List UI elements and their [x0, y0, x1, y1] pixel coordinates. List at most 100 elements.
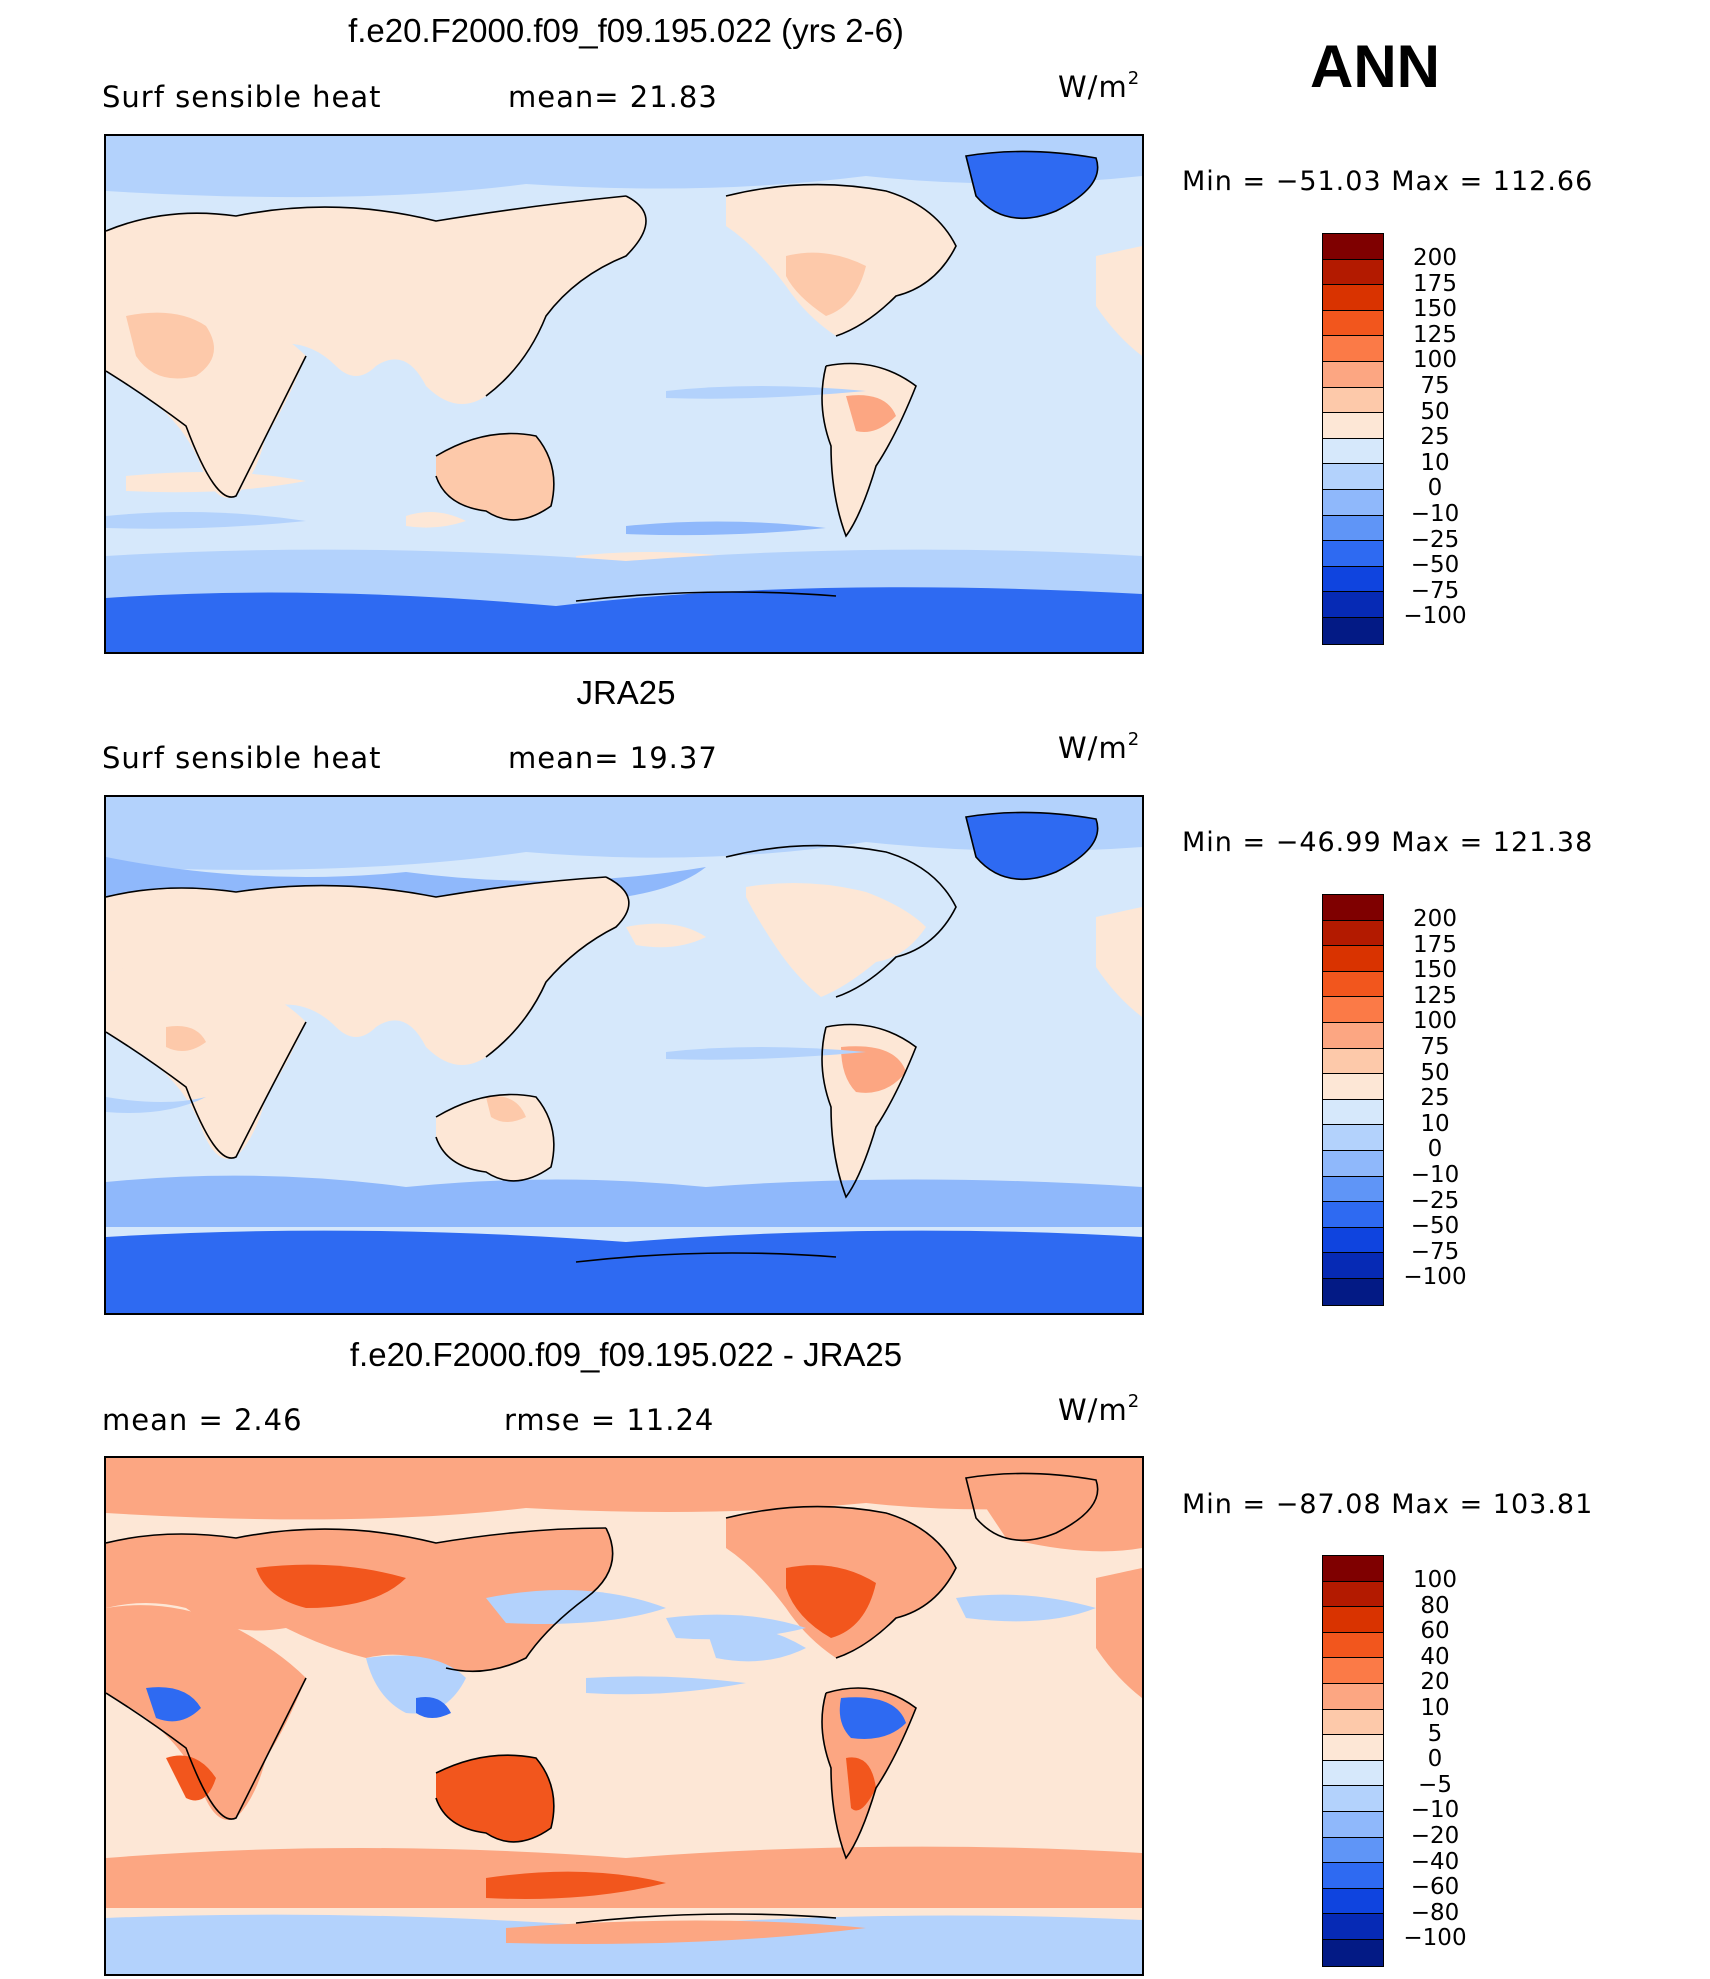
- colorbar-swatch: [1323, 541, 1383, 567]
- colorbar-tick: −80: [1410, 1899, 1460, 1926]
- colorbar-swatch: [1323, 387, 1383, 414]
- colorbar-swatch: [1323, 1125, 1383, 1151]
- colorbar-tick: −10: [1410, 501, 1460, 527]
- colorbar-tick: 0: [1427, 1136, 1443, 1163]
- colorbar-tick: 20: [1420, 1669, 1450, 1696]
- colorbar-tick: 25: [1420, 424, 1450, 451]
- colorbar-swatch: [1323, 1202, 1383, 1228]
- colorbar-tick: −10: [1410, 1162, 1460, 1188]
- colorbar-swatch: [1323, 1227, 1383, 1254]
- variable-label: Surf sensible heat: [102, 741, 382, 775]
- colorbar-swatch: [1323, 1632, 1383, 1659]
- colorbar-swatch: [1323, 1683, 1383, 1710]
- colorbar-swatch: [1323, 438, 1383, 465]
- colorbar-tick: 50: [1420, 1059, 1450, 1086]
- colorbar-tick: −40: [1410, 1848, 1460, 1875]
- colorbar-tick: 100: [1413, 1567, 1457, 1593]
- map-model: [104, 134, 1144, 654]
- colorbar-swatch: [1323, 920, 1383, 947]
- colorbar-swatch: [1323, 234, 1383, 260]
- colorbar-swatch: [1323, 1735, 1383, 1761]
- colorbar-tick: 60: [1420, 1618, 1450, 1645]
- colorbar-swatch: [1323, 1786, 1383, 1812]
- colorbar-tick: −20: [1410, 1823, 1460, 1849]
- colorbar-tick: 125: [1413, 321, 1457, 348]
- colorbar-difference: [1322, 1555, 1384, 1967]
- colorbar-swatch: [1323, 946, 1383, 972]
- colorbar-model: [1322, 233, 1384, 645]
- colorbar-swatch: [1323, 1278, 1383, 1305]
- colorbar-tick: −5: [1418, 1771, 1452, 1798]
- colorbar-tick: 0: [1427, 1746, 1443, 1773]
- colorbar-swatch: [1323, 1253, 1383, 1279]
- colorbar-swatch: [1323, 997, 1383, 1023]
- colorbar-swatch: [1323, 1760, 1383, 1787]
- colorbar-tick: −50: [1410, 552, 1460, 579]
- min-max-label: Min = −51.03 Max = 112.66: [1182, 166, 1594, 197]
- colorbar-tick: 200: [1413, 245, 1457, 271]
- colorbar-swatch: [1323, 1099, 1383, 1126]
- colorbar-tick: −75: [1410, 577, 1460, 604]
- units-label: W/m2: [1058, 729, 1141, 765]
- map-difference-svg: [106, 1458, 1142, 1974]
- map-obs-svg: [106, 797, 1142, 1313]
- colorbar-tick: 175: [1413, 931, 1457, 958]
- colorbar-tick: −75: [1410, 1238, 1460, 1265]
- colorbar-swatch: [1323, 1607, 1383, 1633]
- colorbar-swatch: [1323, 1150, 1383, 1177]
- units-base: W/m: [1058, 70, 1128, 104]
- colorbar-swatch: [1323, 489, 1383, 516]
- colorbar-swatch: [1323, 1837, 1383, 1864]
- units-base: W/m: [1058, 731, 1128, 765]
- colorbar-swatch: [1323, 336, 1383, 362]
- colorbar-swatch: [1323, 1176, 1383, 1203]
- colorbar-swatch: [1323, 1811, 1383, 1838]
- colorbar-swatch: [1323, 413, 1383, 439]
- colorbar-swatch: [1323, 1888, 1383, 1915]
- rmse-value: rmse = 11.24: [504, 1403, 715, 1437]
- map-model-svg: [106, 136, 1142, 652]
- mean-value: mean= 19.37: [508, 741, 718, 775]
- colorbar-tick: −10: [1410, 1797, 1460, 1824]
- colorbar-tick: 80: [1420, 1592, 1450, 1619]
- colorbar-swatch: [1323, 971, 1383, 998]
- colorbar-tick: −25: [1410, 526, 1460, 553]
- colorbar-swatch: [1323, 285, 1383, 311]
- colorbar-tick: −50: [1410, 1213, 1460, 1240]
- colorbar-obs: [1322, 894, 1384, 1306]
- colorbar-swatch: [1323, 1581, 1383, 1608]
- colorbar-tick: 10: [1420, 1695, 1450, 1721]
- colorbar-swatch: [1323, 1048, 1383, 1075]
- colorbar-swatch: [1323, 259, 1383, 286]
- colorbar-tick: 150: [1413, 296, 1457, 323]
- colorbar-tick: 150: [1413, 957, 1457, 984]
- colorbar-tick: 10: [1420, 449, 1450, 476]
- colorbar-tick: 75: [1420, 1034, 1450, 1060]
- min-max-label: Min = −87.08 Max = 103.81: [1182, 1489, 1594, 1520]
- colorbar-swatch: [1323, 515, 1383, 542]
- season-label: ANN: [1310, 33, 1440, 100]
- colorbar-swatch: [1323, 1709, 1383, 1736]
- units-label: W/m2: [1058, 68, 1141, 104]
- panel-title: f.e20.F2000.f09_f09.195.022 (yrs 2-6): [348, 12, 904, 49]
- colorbar-tick: 5: [1427, 1720, 1443, 1747]
- units-exponent: 2: [1127, 729, 1141, 750]
- colorbar-tick: 75: [1420, 373, 1450, 399]
- colorbar-tick: 40: [1420, 1643, 1450, 1670]
- mean-value: mean = 2.46: [102, 1403, 303, 1437]
- colorbar-tick: 200: [1413, 906, 1457, 932]
- panel-title: f.e20.F2000.f09_f09.195.022 - JRA25: [349, 1336, 903, 1373]
- colorbar-tick: 100: [1413, 1008, 1457, 1035]
- colorbar-tick: 25: [1420, 1085, 1450, 1112]
- colorbar-swatch: [1323, 1863, 1383, 1889]
- colorbar-swatch: [1323, 464, 1383, 490]
- colorbar-tick: 10: [1420, 1110, 1450, 1137]
- units-exponent: 2: [1127, 68, 1141, 89]
- colorbar-swatch: [1323, 1074, 1383, 1100]
- units-label: W/m2: [1058, 1391, 1140, 1427]
- colorbar-tick: −100: [1403, 603, 1467, 630]
- colorbar-tick: 50: [1420, 398, 1450, 425]
- colorbar-swatch: [1323, 566, 1383, 593]
- colorbar-swatch: [1323, 1914, 1383, 1940]
- colorbar-swatch: [1323, 1556, 1383, 1582]
